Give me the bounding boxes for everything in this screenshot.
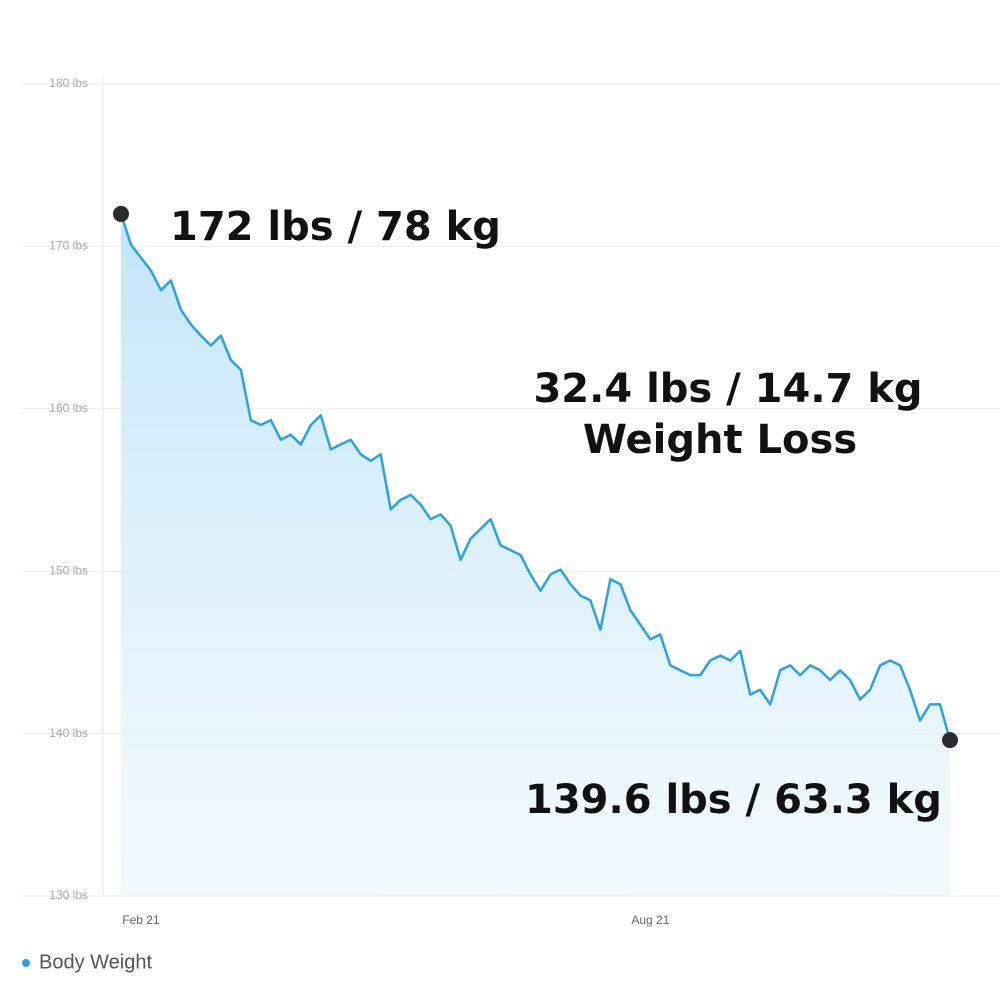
x-tick-label: Feb 21 [122, 913, 160, 927]
y-tick-label: 150 lbs [49, 563, 88, 577]
legend-marker [22, 959, 30, 967]
y-tick-label: 170 lbs [49, 239, 88, 253]
y-tick-label: 130 lbs [49, 888, 88, 902]
y-tick-label: 180 lbs [49, 76, 88, 90]
x-tick-label: Aug 21 [631, 913, 669, 927]
annotation: 139.6 lbs / 63.3 kg [525, 777, 942, 823]
y-tick-label: 140 lbs [49, 726, 88, 740]
endpoint-dot [942, 732, 958, 749]
annotation: Weight Loss [583, 417, 857, 463]
legend-label: Body Weight [39, 951, 152, 973]
annotation: 172 lbs / 78 kg [170, 204, 501, 250]
y-tick-label: 160 lbs [49, 401, 88, 415]
annotation: 32.4 lbs / 14.7 kg [533, 366, 922, 412]
line [119, 213, 952, 741]
endpoint-dot [113, 205, 129, 222]
area-fill [121, 213, 950, 896]
